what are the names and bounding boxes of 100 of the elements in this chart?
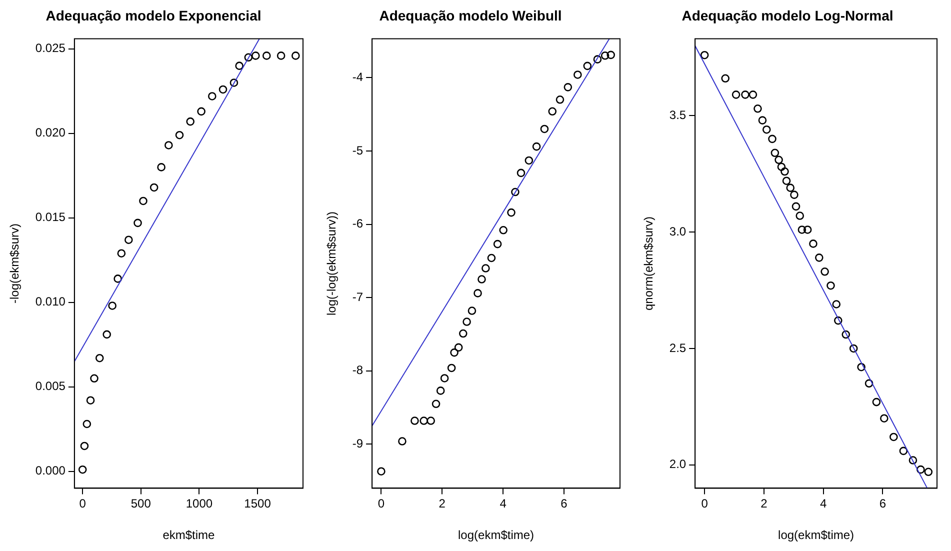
point xyxy=(377,467,386,476)
y-tick-label: 0.020 xyxy=(35,126,66,140)
point xyxy=(117,249,126,258)
chart-title: Adequação modelo Exponencial xyxy=(46,7,262,24)
chart-title: Adequação modelo Log-Normal xyxy=(682,7,894,24)
point xyxy=(924,468,933,476)
point xyxy=(832,300,841,308)
x-tick-label: 1000 xyxy=(186,496,213,511)
point xyxy=(606,50,616,60)
point xyxy=(432,400,440,408)
point xyxy=(82,420,92,428)
point xyxy=(820,268,829,276)
point xyxy=(78,465,87,474)
x-axis-title: log(ekm$time) xyxy=(778,528,854,542)
y-tick-label: 0.010 xyxy=(35,294,66,309)
point xyxy=(80,442,89,450)
point xyxy=(842,330,850,339)
point xyxy=(790,190,798,199)
point xyxy=(235,62,244,70)
point xyxy=(276,52,286,60)
point xyxy=(175,130,184,140)
point xyxy=(780,167,789,176)
point xyxy=(86,396,95,404)
y-tick-label: 2.0 xyxy=(669,457,686,472)
point xyxy=(700,50,709,60)
point xyxy=(511,188,520,196)
point xyxy=(436,386,445,395)
point xyxy=(741,90,750,99)
point xyxy=(786,184,795,192)
point xyxy=(803,226,812,234)
point xyxy=(796,212,804,220)
point xyxy=(826,281,835,290)
point xyxy=(157,163,166,172)
point xyxy=(532,142,541,151)
point xyxy=(108,302,116,310)
point xyxy=(124,236,133,244)
point xyxy=(593,55,602,64)
point xyxy=(440,374,449,382)
x-tick-label: 0 xyxy=(79,496,86,511)
point xyxy=(770,148,780,158)
x-tick-label: 6 xyxy=(560,496,568,511)
point xyxy=(564,83,572,92)
point xyxy=(890,432,898,442)
point xyxy=(748,90,758,99)
point xyxy=(777,162,786,172)
y-tick-label: -5 xyxy=(352,143,364,158)
point xyxy=(732,90,740,99)
point xyxy=(758,116,767,124)
point xyxy=(762,125,771,134)
x-tick-label: 1500 xyxy=(244,496,272,511)
point xyxy=(474,289,482,298)
point xyxy=(556,96,564,104)
point xyxy=(487,254,496,262)
point xyxy=(197,107,206,116)
point xyxy=(721,74,730,83)
x-tick-label: 2 xyxy=(438,496,446,511)
point xyxy=(524,156,534,165)
point xyxy=(426,416,436,425)
point xyxy=(834,316,842,325)
y-tick-label: -9 xyxy=(352,436,364,451)
y-tick-label: 2.5 xyxy=(669,340,686,355)
x-tick-label: 4 xyxy=(820,496,827,511)
point xyxy=(798,226,806,234)
point xyxy=(849,344,858,353)
point xyxy=(244,53,253,62)
chart-title: Adequação modelo Weibull xyxy=(379,7,562,24)
y-tick-label: -8 xyxy=(352,363,364,378)
point xyxy=(792,202,800,211)
point xyxy=(134,218,142,228)
point xyxy=(908,456,918,464)
point xyxy=(540,124,549,134)
y-tick-label: -6 xyxy=(352,216,364,231)
x-tick-label: 0 xyxy=(378,496,385,511)
point xyxy=(462,318,471,326)
point xyxy=(507,208,516,217)
point xyxy=(458,329,468,338)
y-tick-label: 0.025 xyxy=(35,41,66,56)
point xyxy=(864,379,874,388)
y-tick-label: 0.005 xyxy=(35,379,66,394)
point xyxy=(499,226,508,234)
point xyxy=(774,156,783,164)
y-tick-label: 3.0 xyxy=(669,224,686,238)
point xyxy=(600,52,610,60)
point xyxy=(150,183,158,192)
point xyxy=(516,168,526,178)
y-tick-label: -7 xyxy=(352,290,364,304)
point xyxy=(398,437,406,446)
x-tick-label: 6 xyxy=(879,496,886,511)
y-axis-title: qnorm(ekm$surv) xyxy=(642,216,656,311)
point xyxy=(252,52,260,60)
y-tick-label: 0.015 xyxy=(35,210,66,224)
x-axis-title: ekm$time xyxy=(162,528,216,542)
point xyxy=(218,85,228,94)
point xyxy=(899,446,908,456)
point xyxy=(548,107,557,116)
point xyxy=(880,414,888,422)
point xyxy=(754,104,762,113)
point xyxy=(478,275,486,284)
point xyxy=(454,343,463,352)
x-axis-title: log(ekm$time) xyxy=(458,528,534,542)
